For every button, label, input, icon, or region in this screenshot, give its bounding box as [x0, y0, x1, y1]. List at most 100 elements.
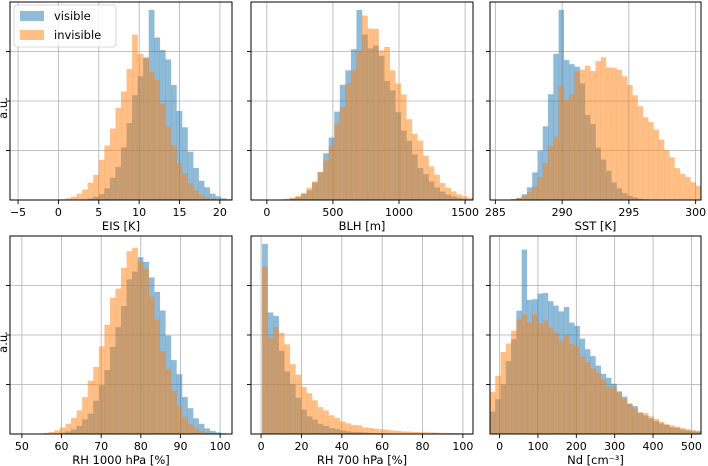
panel-3: 285 290 295 300 SST [K]	[485, 1, 706, 233]
invisible-bar	[553, 332, 559, 434]
invisible-bar	[165, 126, 172, 200]
invisible-bar	[209, 198, 216, 200]
invisible-bar	[389, 430, 396, 434]
invisible-bar	[323, 160, 329, 200]
invisible-bar	[579, 356, 586, 434]
invisible-bar	[685, 177, 691, 200]
invisible-bar	[621, 398, 628, 434]
y-axis-label: a.u.	[0, 331, 10, 353]
invisible-bar	[526, 322, 533, 434]
invisible-bar	[93, 366, 99, 434]
visible-bar	[215, 432, 222, 434]
x-tick-label: 295	[618, 206, 639, 219]
invisible-bar	[563, 100, 570, 200]
invisible-bar	[334, 124, 340, 200]
invisible-bar	[542, 163, 549, 200]
x-tick-label: 40	[335, 440, 349, 453]
x-tick-label: 300	[604, 440, 625, 453]
invisible-bar	[490, 391, 496, 434]
invisible-bar	[406, 119, 413, 200]
invisible-bar	[362, 15, 368, 200]
invisible-bar	[121, 91, 127, 200]
invisible-bar	[537, 323, 543, 434]
invisible-bar	[143, 57, 149, 200]
invisible-bar	[262, 266, 268, 434]
invisible-bar	[621, 76, 628, 200]
x-tick-label: 290	[552, 206, 573, 219]
panel-6: 0 100 200 300 400 500 Nd [cm⁻³]	[486, 235, 702, 466]
invisible-bar	[71, 196, 77, 200]
x-axis-label: RH 700 hPa [%]	[317, 453, 407, 466]
invisible-bar	[198, 431, 205, 434]
invisible-bar	[165, 369, 172, 434]
y-axis-label: a.u.	[0, 97, 10, 119]
invisible-bar	[132, 247, 138, 434]
panel-1: −5 0 5 10 15 20 EIS [K] a.u. visible invisible	[0, 1, 233, 233]
invisible-bar	[71, 418, 77, 434]
invisible-bar	[76, 410, 83, 434]
visible-bar	[198, 423, 205, 434]
invisible-bar	[82, 189, 88, 200]
invisible-bar	[384, 429, 390, 434]
invisible-bar	[289, 364, 296, 434]
panel-2: 0 500 1000 1500 BLH [m]	[247, 1, 479, 233]
invisible-bar	[658, 139, 665, 200]
invisible-bar	[658, 421, 665, 434]
invisible-bar	[193, 190, 199, 200]
invisible-bar	[511, 330, 517, 434]
visible-bar	[170, 84, 177, 200]
x-tick-label: 1000	[385, 206, 413, 219]
x-axis-label: BLH [m]	[339, 219, 386, 233]
x-tick-label: 500	[681, 440, 702, 453]
invisible-bar	[695, 185, 702, 200]
visible-bar	[209, 193, 216, 200]
invisible-bar	[574, 346, 580, 434]
invisible-bar	[121, 267, 127, 434]
invisible-bar	[648, 122, 654, 200]
invisible-bar	[373, 28, 379, 201]
invisible-bar	[590, 70, 596, 200]
x-tick-label: 100	[452, 440, 473, 453]
x-tick-label: 50	[15, 440, 29, 453]
invisible-bar	[362, 427, 368, 434]
invisible-bar	[400, 431, 407, 434]
invisible-bar	[170, 145, 177, 200]
invisible-bar	[98, 346, 105, 434]
visible-bar	[182, 127, 188, 200]
x-tick-label: 0	[263, 206, 270, 219]
invisible-bar	[170, 390, 177, 434]
invisible-bar	[356, 51, 363, 200]
visible-bar	[193, 418, 199, 434]
invisible-bar	[154, 319, 161, 434]
invisible-bar	[406, 431, 413, 434]
x-tick-label: 80	[416, 440, 430, 453]
visible-bar	[187, 408, 194, 434]
visible-bar	[176, 374, 183, 434]
invisible-bar	[548, 146, 554, 200]
invisible-bar	[323, 410, 329, 434]
invisible-bar	[284, 344, 291, 434]
invisible-bar	[54, 430, 61, 434]
invisible-bar	[411, 133, 418, 200]
x-tick-label: 15	[173, 206, 187, 219]
legend-swatch-visible	[20, 11, 44, 21]
x-axis-label: EIS [K]	[102, 219, 140, 233]
invisible-bar	[109, 297, 116, 434]
invisible-bar	[679, 428, 686, 434]
invisible-bar	[104, 324, 111, 434]
invisible-bar	[423, 432, 429, 434]
invisible-bar	[505, 343, 512, 434]
invisible-bar	[690, 430, 696, 434]
x-tick-label: 500	[322, 206, 343, 219]
invisible-bar	[350, 424, 357, 434]
invisible-bar	[574, 71, 580, 200]
invisible-bar	[339, 107, 346, 200]
x-axis-label: SST [K]	[575, 219, 617, 233]
visible-bar	[532, 172, 538, 200]
x-tick-label: 5	[95, 206, 102, 219]
invisible-bar	[428, 432, 435, 434]
invisible-bar	[653, 129, 659, 200]
invisible-bar	[627, 84, 633, 200]
invisible-bar	[306, 187, 313, 200]
